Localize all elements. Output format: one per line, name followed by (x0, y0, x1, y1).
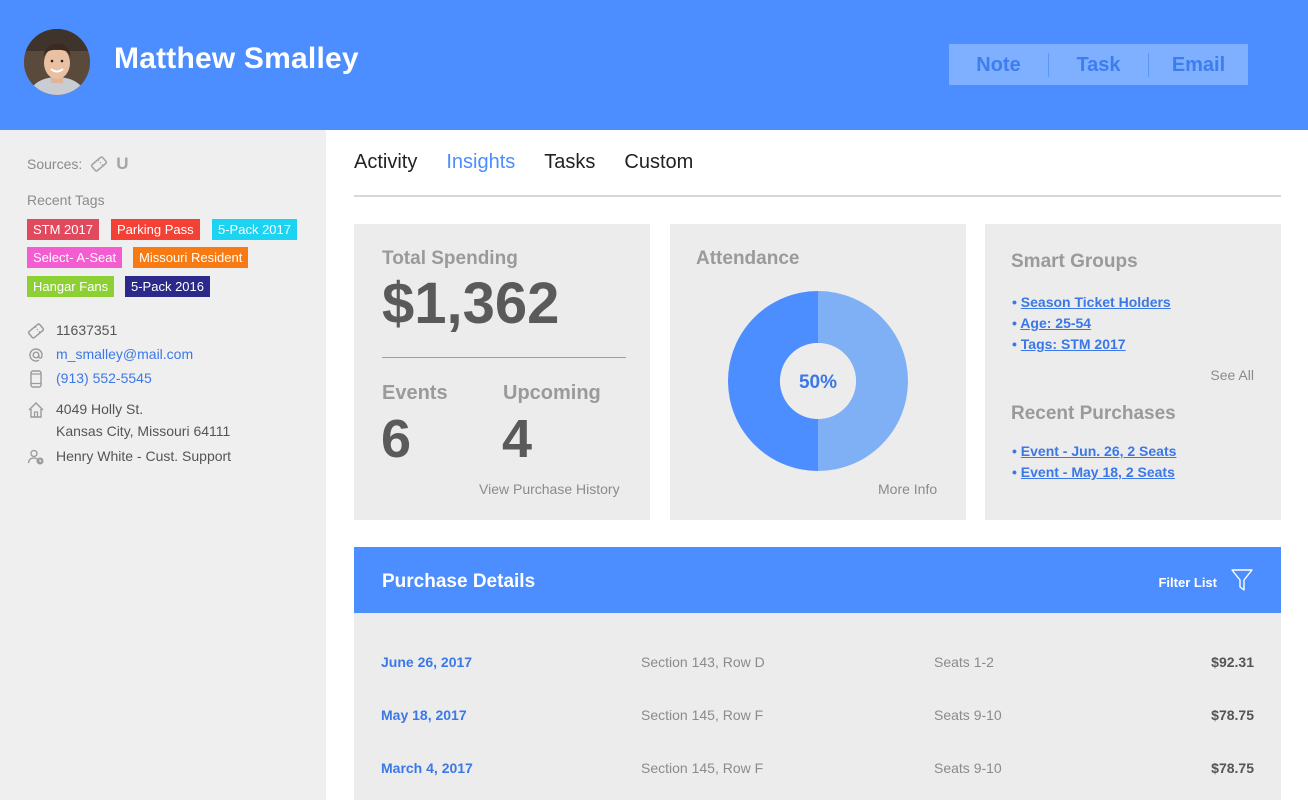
tag-hangar-fans[interactable]: Hangar Fans (27, 276, 115, 297)
purchase-details-header: Purchase Details Filter List (354, 547, 1281, 613)
tab-bar: Activity Insights Tasks Custom (354, 151, 722, 174)
view-purchase-history-link[interactable]: View Purchase History (479, 481, 620, 497)
phone-link[interactable]: (913) 552-5545 (56, 370, 152, 386)
tag-missouri-resident[interactable]: Missouri Resident (133, 247, 249, 268)
events-label: Events (382, 382, 448, 404)
tabs-divider (354, 195, 1281, 197)
purchase-date[interactable]: June 26, 2017 (381, 654, 473, 670)
account-id: 11637351 (56, 322, 118, 338)
sources-label: Sources: (27, 156, 83, 172)
note-button[interactable]: Note (976, 53, 1021, 76)
purchase-price: $92.31 (1211, 654, 1254, 670)
recent-purchases-title: Recent Purchases (1011, 403, 1176, 424)
table-row[interactable]: May 18, 2017 Section 145, Row F Seats 9-… (354, 707, 1281, 727)
filter-list-label: Filter List (1158, 575, 1217, 590)
smart-groups-list: • Season Ticket Holders • Age: 25-54 • T… (1012, 294, 1171, 357)
purchase-price: $78.75 (1211, 707, 1254, 723)
task-button[interactable]: Task (1048, 52, 1148, 77)
account-id-row: 11637351 (27, 322, 117, 340)
quick-actions: Note Task Email (949, 44, 1248, 85)
tab-tasks[interactable]: Tasks (544, 151, 596, 173)
tag-parking-pass[interactable]: Parking Pass (111, 219, 200, 240)
contact-sidebar: Sources: U Recent Tags STM 2017 Parking … (0, 130, 326, 800)
purchase-date[interactable]: May 18, 2017 (381, 707, 467, 723)
purchase-section: Section 145, Row F (641, 760, 764, 776)
home-icon (27, 401, 45, 419)
sources: Sources: U (27, 154, 129, 174)
table-row[interactable]: March 4, 2017 Section 145, Row F Seats 9… (354, 760, 1281, 780)
attendance-percent-label: 50% (799, 372, 837, 393)
recent-purchase-item[interactable]: • Event - Jun. 26, 2 Seats (1012, 443, 1177, 459)
purchase-details-title: Purchase Details (382, 571, 536, 592)
email-row: m_smalley@mail.com (27, 346, 193, 364)
filter-list-button[interactable]: Filter List (1158, 568, 1253, 597)
attendance-attended-slice (818, 291, 908, 471)
purchase-price: $78.75 (1211, 760, 1254, 776)
purchase-section: Section 145, Row F (641, 707, 764, 723)
phone-row: (913) 552-5545 (27, 370, 152, 388)
ticket-icon (27, 322, 45, 340)
tab-insights[interactable]: Insights (446, 151, 516, 173)
purchase-section: Section 143, Row D (641, 654, 765, 670)
smart-group-age[interactable]: • Age: 25-54 (1012, 315, 1092, 331)
u-source-icon[interactable]: U (116, 154, 129, 173)
upcoming-label: Upcoming (503, 382, 601, 404)
table-row[interactable]: June 26, 2017 Section 143, Row D Seats 1… (354, 654, 1281, 674)
upcoming-value: 4 (502, 409, 533, 469)
ticket-source-icon[interactable] (90, 155, 108, 173)
spending-title: Total Spending (382, 248, 518, 269)
smart-group-season-ticket-holders[interactable]: • Season Ticket Holders (1012, 294, 1171, 310)
smart-groups-title: Smart Groups (1011, 251, 1138, 272)
profile-header: Matthew Smalley Note Task Email (0, 0, 1308, 130)
smart-groups-card: Smart Groups • Season Ticket Holders • A… (985, 224, 1281, 520)
address-line-1: 4049 Holly St. (56, 401, 144, 417)
email-link[interactable]: m_smalley@mail.com (56, 346, 194, 362)
purchase-date[interactable]: March 4, 2017 (381, 760, 473, 776)
email-button[interactable]: Email (1148, 52, 1248, 77)
tab-activity[interactable]: Activity (354, 151, 418, 173)
smart-group-tags[interactable]: • Tags: STM 2017 (1012, 336, 1126, 352)
attendance-donut-chart: 50% (728, 291, 908, 471)
tag-5-pack-2017[interactable]: 5-Pack 2017 (212, 219, 297, 240)
events-value: 6 (381, 409, 412, 469)
recent-purchase-item[interactable]: • Event - May 18, 2 Seats (1012, 464, 1175, 480)
address: 4049 Holly St. Kansas City, Missouri 641… (56, 401, 230, 439)
tag-5-pack-2016[interactable]: 5-Pack 2016 (125, 276, 210, 297)
address-row: 4049 Holly St. Kansas City, Missouri 641… (27, 401, 230, 439)
tag-select-a-seat[interactable]: Select- A-Seat (27, 247, 123, 268)
purchase-seats: Seats 1-2 (934, 654, 994, 670)
total-spending-amount: $1,362 (382, 271, 560, 336)
purchase-details-table: June 26, 2017 Section 143, Row D Seats 1… (354, 613, 1281, 800)
attendance-title: Attendance (696, 248, 800, 269)
spending-card: Total Spending $1,362 Events 6 Upcoming … (354, 224, 650, 520)
attendance-remaining-slice (728, 291, 818, 471)
rep-row: Henry White - Cust. Support (27, 448, 231, 466)
recent-tags-title: Recent Tags (27, 192, 105, 208)
spending-divider (382, 357, 626, 358)
avatar[interactable] (24, 29, 90, 95)
tag-stm-2017[interactable]: STM 2017 (27, 219, 99, 240)
at-icon (27, 346, 45, 364)
purchase-seats: Seats 9-10 (934, 760, 1002, 776)
support-rep-icon (27, 448, 45, 466)
recent-purchases-list: • Event - Jun. 26, 2 Seats • Event - May… (1012, 443, 1176, 485)
attendance-card: Attendance 50% More Info (670, 224, 966, 520)
phone-icon (27, 370, 45, 388)
purchase-seats: Seats 9-10 (934, 707, 1002, 723)
more-info-link[interactable]: More Info (878, 481, 938, 497)
filter-icon (1231, 568, 1253, 597)
support-rep: Henry White - Cust. Support (56, 448, 232, 464)
see-all-link[interactable]: See All (1210, 367, 1254, 383)
address-line-2: Kansas City, Missouri 64111 (56, 423, 231, 439)
tab-custom[interactable]: Custom (624, 151, 694, 173)
donut-hole (780, 343, 856, 419)
contact-name: Matthew Smalley (114, 42, 359, 75)
